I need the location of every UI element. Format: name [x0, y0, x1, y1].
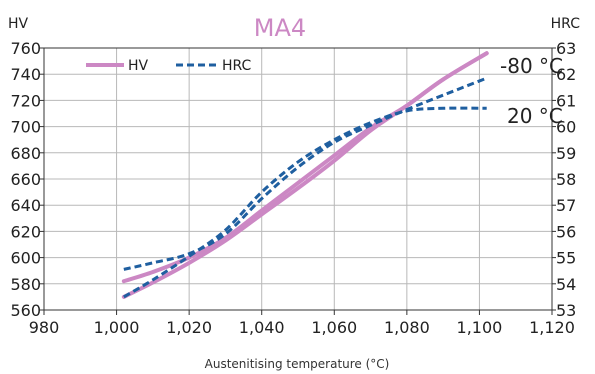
x-tick-label: 980: [29, 318, 60, 337]
right-axis-title: HRC: [551, 16, 581, 32]
y-tick-label-right: 55: [556, 249, 576, 268]
grid: [40, 47, 556, 315]
x-tick-label: 1,100: [457, 318, 503, 337]
y-tick-label-right: 63: [556, 39, 576, 58]
y-tick-label-left: 760: [10, 39, 41, 58]
y-tick-label-left: 560: [10, 301, 41, 320]
y-tick-label-left: 720: [10, 91, 41, 110]
y-tick-label-right: 62: [556, 65, 576, 84]
y-tick-label-left: 680: [10, 144, 41, 163]
y-tick-label-right: 54: [556, 275, 576, 294]
plot-frame: [43, 47, 553, 311]
chart-title: MA4: [254, 14, 306, 42]
y-tick-label-right: 58: [556, 170, 576, 189]
x-tick-label: 1,080: [384, 318, 430, 337]
x-tick-label: 1,000: [94, 318, 140, 337]
y-tick-label-left: 660: [10, 170, 41, 189]
y-tick-label-right: 56: [556, 222, 576, 241]
x-tick-label: 1,020: [166, 318, 212, 337]
left-axis-title: HV: [8, 16, 29, 32]
legend-hv-label: HV: [128, 58, 149, 74]
x-tick-label: 1,120: [529, 318, 575, 337]
y-tick-label-left: 640: [10, 196, 41, 215]
series-hrc-line-1: [123, 76, 488, 271]
annotation-minus-80: -80 °C: [500, 54, 563, 78]
y-tick-label-left: 740: [10, 65, 41, 84]
y-tick-label-left: 620: [10, 222, 41, 241]
series-hv-line-2: [121, 51, 489, 284]
series-hrc-line-2: [123, 106, 487, 299]
y-tick-label-right: 59: [556, 144, 576, 163]
y-tick-label-left: 580: [10, 275, 41, 294]
x-axis-title: Austenitising temperature (°C): [205, 357, 390, 371]
y-tick-label-right: 61: [556, 91, 576, 110]
x-tick-label: 1,040: [239, 318, 285, 337]
y-tick-label-right: 53: [556, 301, 576, 320]
y-tick-label-left: 600: [10, 249, 41, 268]
y-tick-label-right: 57: [556, 196, 576, 215]
legend: HV HRC: [86, 58, 252, 74]
series-lines: [121, 51, 489, 299]
y-tick-label-right: 60: [556, 118, 576, 137]
tick-labels: 560 53 580 54 600 55 620 56 640 57 660 58 680 59 700 60…: [10, 39, 576, 337]
annotation-20: 20 °C: [507, 104, 563, 128]
y-tick-label-left: 700: [10, 118, 41, 137]
legend-hrc-label: HRC: [222, 58, 252, 74]
x-tick-label: 1,060: [311, 318, 357, 337]
